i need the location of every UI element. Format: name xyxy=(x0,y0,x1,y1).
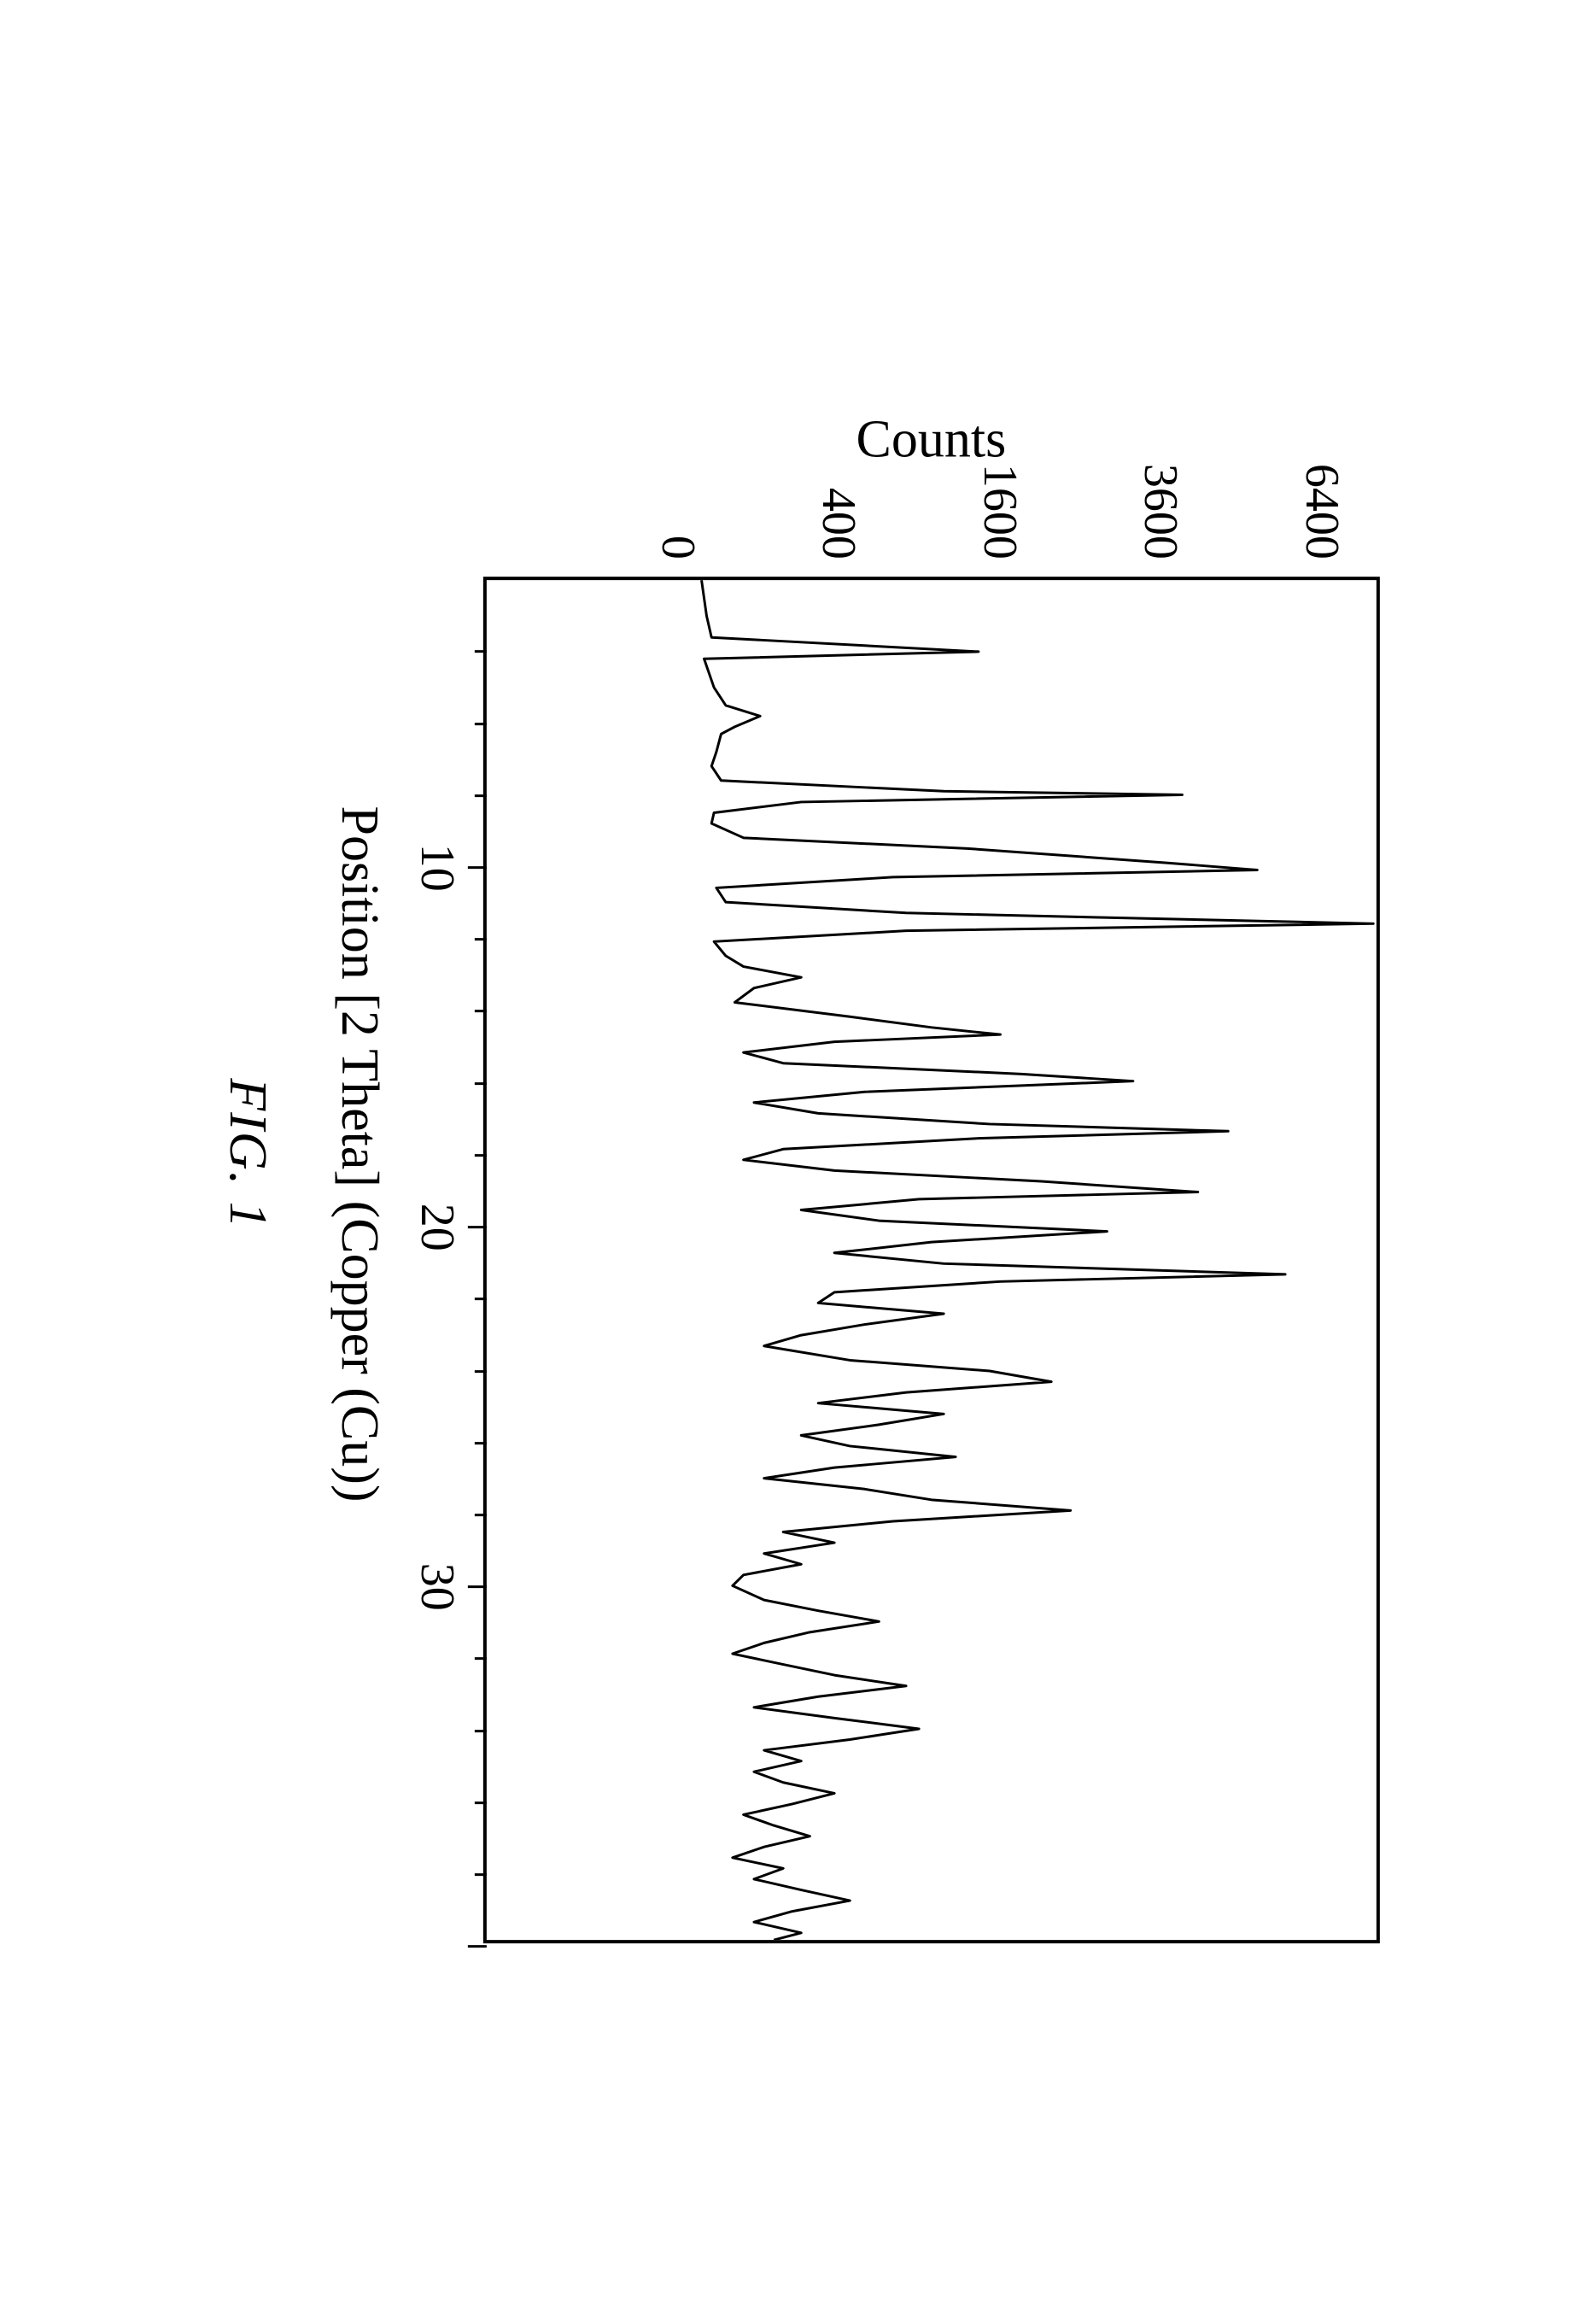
x-axis-label: Position [2 Theta] (Copper (Cu)) xyxy=(329,805,389,1502)
x-tick-mark xyxy=(475,1658,487,1661)
x-tick-mark xyxy=(475,651,487,653)
x-tick-mark xyxy=(468,1945,487,1948)
x-tick-mark xyxy=(475,1082,487,1085)
x-tick-label: 20 xyxy=(410,1204,465,1251)
x-tick-mark xyxy=(475,723,487,725)
chart-container: Counts 6400 3600 1600 400 0 102030 xyxy=(483,365,1380,1943)
y-tick-label: 0 xyxy=(654,536,702,559)
x-tick-mark xyxy=(468,1585,487,1588)
x-tick-mark xyxy=(475,1514,487,1516)
x-tick-mark xyxy=(468,1226,487,1228)
x-tick-mark xyxy=(468,866,487,869)
y-tick-label: 3600 xyxy=(1137,464,1184,559)
plot-area: 102030 xyxy=(483,577,1380,1943)
x-tick-mark xyxy=(475,794,487,797)
figure-wrap: Counts 6400360016004000 102030 Position … xyxy=(217,365,1380,1943)
x-tick-mark xyxy=(475,1730,487,1732)
y-tick-label: 6400 xyxy=(1298,464,1346,559)
x-tick-label: 30 xyxy=(410,1563,465,1611)
x-tick-mark xyxy=(475,1873,487,1876)
x-tick-mark xyxy=(475,1010,487,1013)
x-tick-mark xyxy=(475,1154,487,1157)
xrd-line-plot xyxy=(487,580,1377,1940)
y-tick-labels: 6400 3600 1600 400 0 xyxy=(483,464,1380,577)
y-tick-label: 1600 xyxy=(976,464,1024,559)
x-tick-mark xyxy=(475,1801,487,1804)
x-tick-label: 10 xyxy=(410,844,465,892)
y-axis-label: Counts xyxy=(856,410,1007,471)
x-tick-mark xyxy=(475,1298,487,1300)
x-tick-mark xyxy=(475,938,487,940)
xrd-trace xyxy=(701,580,1373,1940)
x-tick-mark xyxy=(475,1442,487,1444)
y-tick-label: 400 xyxy=(815,488,862,559)
figure-caption: FIG. 1 xyxy=(217,1078,278,1229)
x-tick-mark xyxy=(475,1370,487,1373)
